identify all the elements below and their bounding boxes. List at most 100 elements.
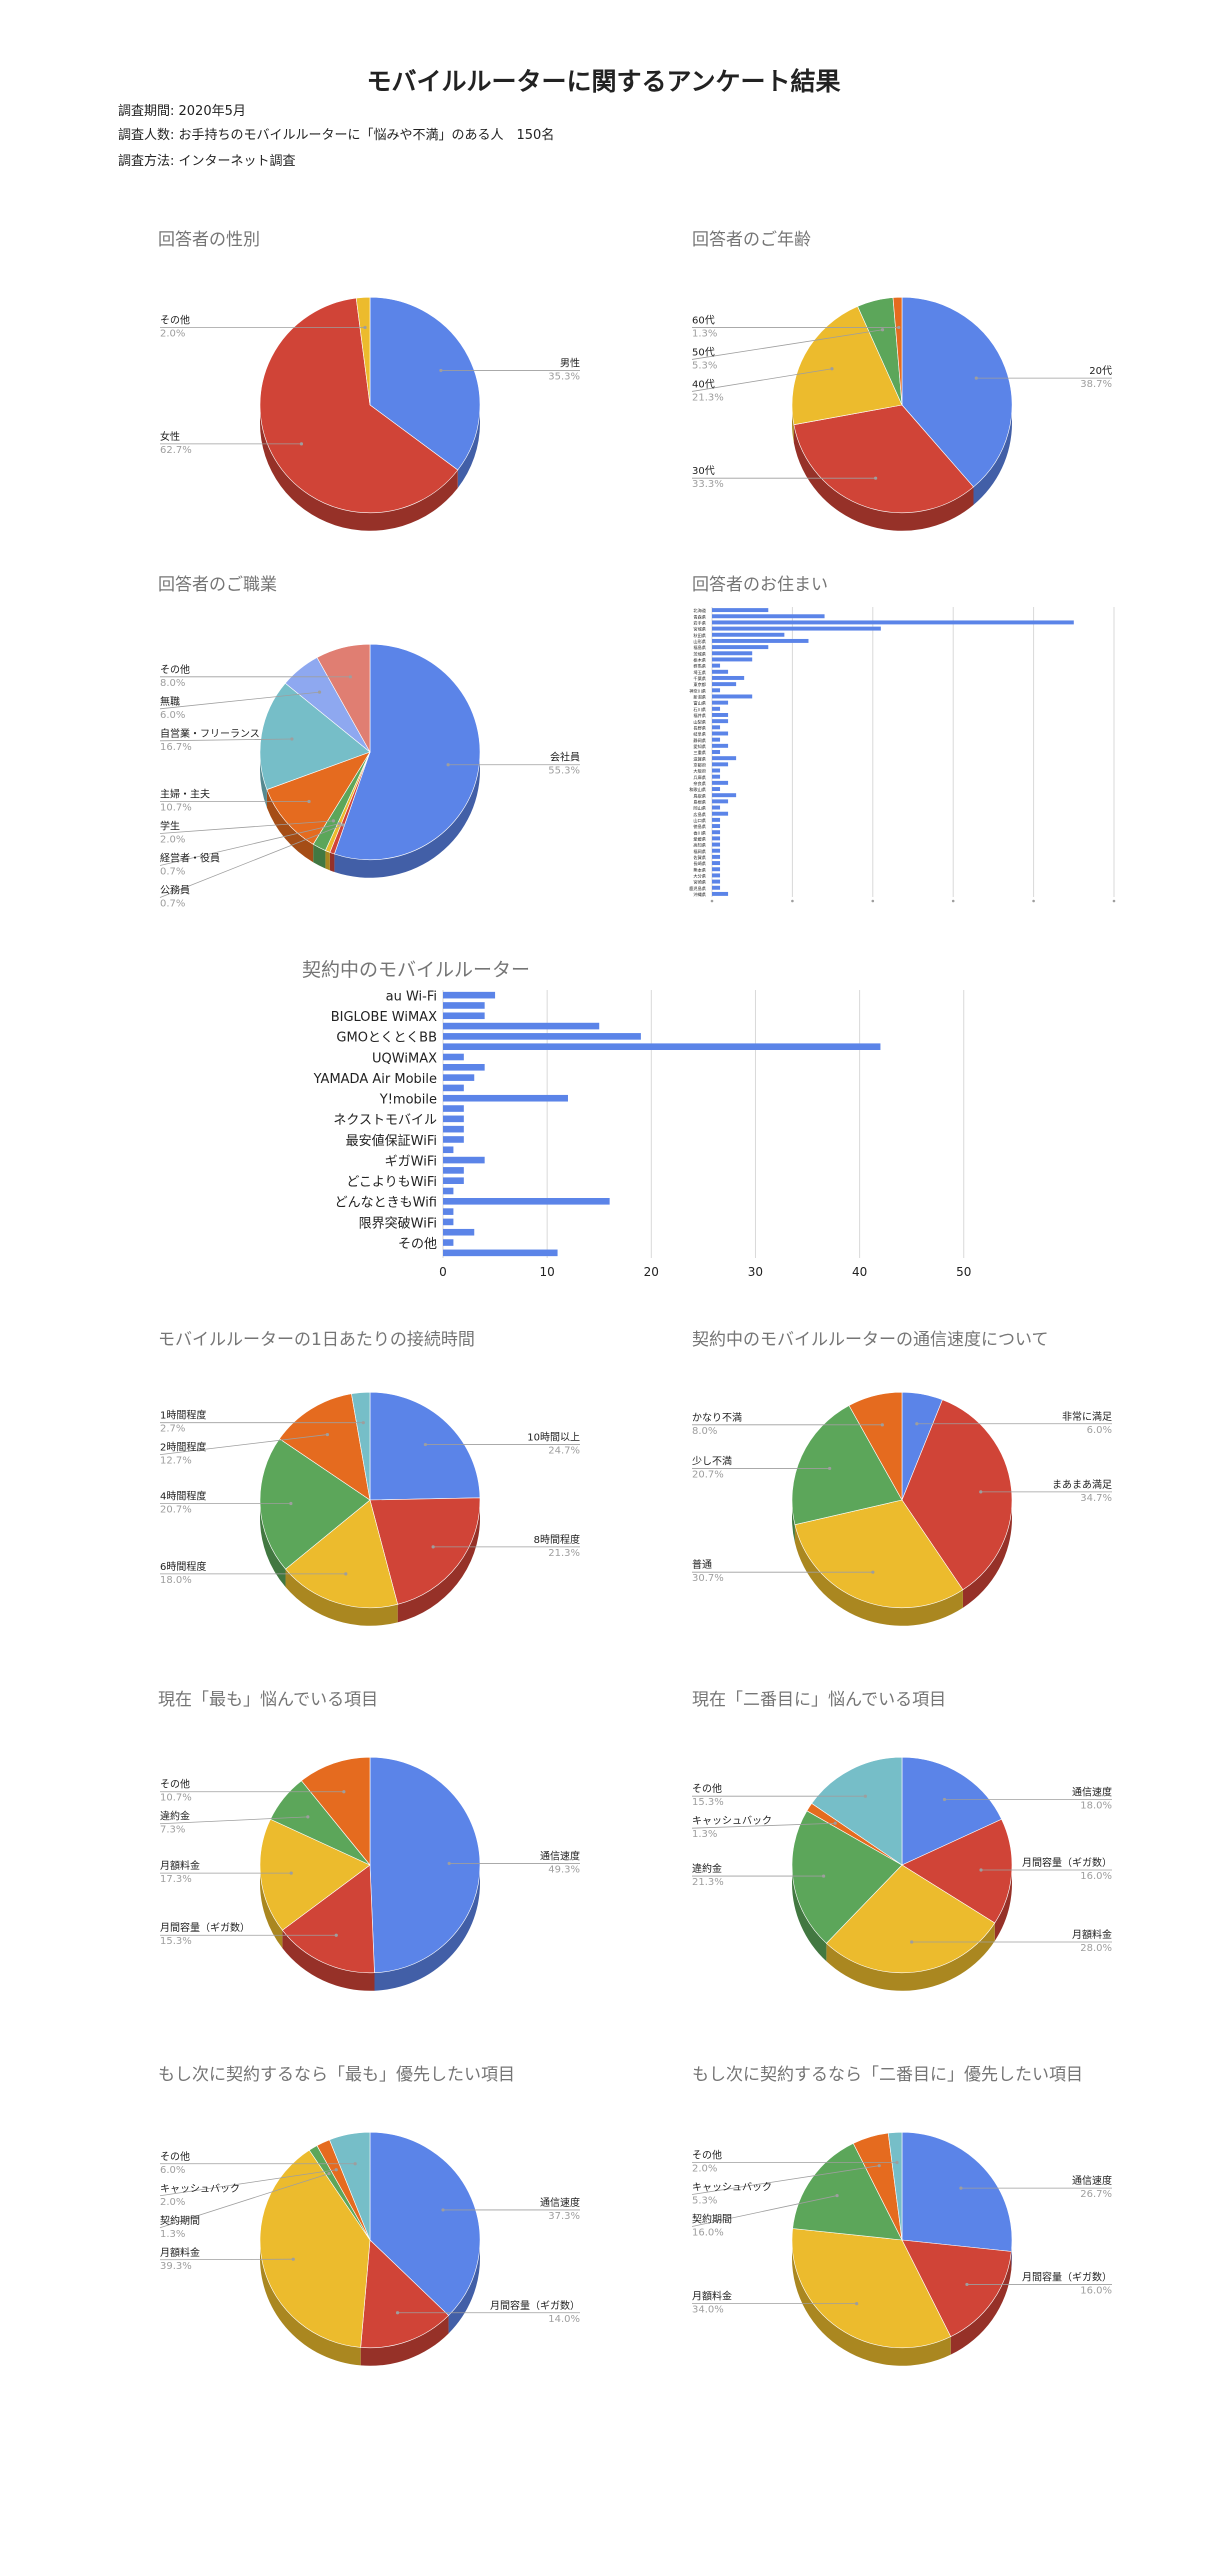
residence-bar	[712, 824, 721, 829]
hours-leader-dot	[289, 1501, 293, 1506]
worry2-chart-title: 現在「二番目に」悩んでいる項目	[692, 1690, 947, 1710]
residence-bar	[712, 817, 721, 822]
router-bar	[443, 1053, 464, 1061]
residence-bar	[712, 614, 825, 619]
speed-leader-dot	[828, 1466, 832, 1471]
page-title: モバイルルーターに関するアンケート結果	[366, 67, 841, 96]
hours-slice-label: 6時間程度	[160, 1560, 206, 1573]
next1-slice	[369, 2131, 481, 2316]
worry2-slice-label: その他	[692, 1782, 722, 1795]
occupation-leader-dot	[337, 822, 342, 826]
router-category-label: どんなときもWifi	[335, 1196, 437, 1211]
router-bar	[443, 991, 496, 999]
worry1-slice-side	[282, 1930, 375, 1991]
residence-bar	[712, 682, 737, 687]
worry2-slice-percent: 28.0%	[1080, 1943, 1112, 1954]
residence-category-label: 東京都	[693, 681, 706, 688]
occupation-slice	[334, 643, 481, 861]
worry1-slice-side	[260, 1865, 283, 1949]
next1-slice-side	[360, 2315, 449, 2366]
residence-category-label: 奈良県	[693, 780, 706, 787]
occupation-slice-label: 自営業・フリーランス	[160, 727, 260, 740]
occupation-leader-line	[159, 691, 320, 710]
occupation-slice-side	[334, 752, 480, 878]
hours-slice	[369, 1391, 481, 1501]
next2-slice-label: キャッシュバック	[692, 2182, 772, 2194]
residence-category-label: 岩手県	[693, 620, 706, 627]
router-category-label: GMOとくとくBB	[336, 1031, 437, 1046]
hours-slice	[279, 1393, 371, 1501]
gender-slice-label: その他	[160, 314, 190, 327]
residence-tick-dot	[951, 899, 955, 903]
residence-bar	[712, 645, 769, 650]
residence-bar	[712, 663, 721, 668]
next2-slice-label: 月額料金	[692, 2290, 732, 2303]
next1-slice-percent: 2.0%	[160, 2197, 185, 2208]
residence-bar	[712, 854, 721, 859]
occupation-slice-percent: 0.7%	[160, 899, 185, 910]
age-slice-side	[973, 405, 1012, 505]
residence-category-label: 栃木県	[693, 657, 706, 664]
next2-leader-dot	[877, 2164, 881, 2168]
age-slice-percent: 33.3%	[692, 479, 724, 490]
worry2-slice	[811, 1756, 903, 1866]
residence-bar	[712, 879, 721, 884]
router-bar-chart: 0 10 20 30 40 50 au Wi-Fi BIGLOBE WiMAX GMOとくとくB…	[313, 990, 972, 1279]
router-bar	[443, 1167, 464, 1174]
age-slice-label: 50代	[692, 346, 715, 358]
hours-slice-percent: 24.7%	[548, 1446, 580, 1457]
occupation-slice-percent: 10.7%	[160, 803, 192, 814]
worry2-leader-dot	[822, 1874, 826, 1878]
occupation-leader-dot	[290, 737, 294, 741]
worry1-slice-percent: 49.3%	[548, 1864, 580, 1875]
router-bar	[443, 1012, 485, 1020]
occupation-leader-dot	[307, 799, 311, 804]
occupation-slice	[266, 751, 371, 845]
age-slice-label: 60代	[692, 314, 715, 326]
speed-slice-label: かなり不満	[692, 1412, 742, 1424]
residence-bar	[712, 750, 721, 754]
gender-slice-percent: 62.7%	[160, 445, 192, 456]
residence-tick-dot	[1032, 899, 1035, 903]
gender-pie: 男性 35.3% その他 2.0% 女性 62.7%	[160, 296, 580, 531]
age-slice-percent: 5.3%	[692, 360, 717, 371]
residence-category-label: 山梨県	[693, 718, 706, 725]
next1-leader-line	[159, 2173, 330, 2229]
residence-category-label: 富山県	[693, 700, 706, 707]
gender-slice-percent: 2.0%	[160, 329, 185, 340]
speed-slice-percent: 30.7%	[692, 1573, 724, 1584]
next2-leader-line	[691, 2195, 838, 2227]
residence-bar	[712, 867, 721, 872]
next2-slice-side	[792, 2240, 951, 2366]
occupation-slice-side	[329, 852, 335, 872]
next2-slice-label: 通信速度	[1072, 2174, 1112, 2187]
occupation-slice-label: 主婦・主夫	[160, 789, 210, 801]
worry2-slice-percent: 16.0%	[1080, 1871, 1112, 1882]
residence-category-label: 岡山県	[693, 805, 706, 812]
router-bar	[443, 1064, 485, 1071]
worry2-slice	[901, 1818, 1013, 1924]
gender-chart-title: 回答者の性別	[158, 230, 260, 250]
speed-slice-percent: 20.7%	[692, 1469, 724, 1480]
age-slice-label: 20代	[1089, 365, 1112, 377]
worry2-leader-dot	[942, 1797, 947, 1802]
age-slice	[793, 404, 974, 514]
next2-leader-dot	[855, 2302, 859, 2306]
worry2-slice-label: 通信速度	[1072, 1785, 1112, 1798]
router-category-label: Y!mobile	[379, 1093, 437, 1108]
residence-category-label: 石川県	[693, 707, 706, 713]
router-bar	[443, 1043, 881, 1050]
worry2-slice	[825, 1864, 996, 1974]
router-category-label: BIGLOBE WiMAX	[331, 1010, 437, 1025]
next1-slice-percent: 14.0%	[548, 2314, 580, 2325]
router-tick-label: 0	[439, 1265, 447, 1279]
occupation-slice-label: その他	[160, 663, 190, 676]
residence-bar	[712, 694, 753, 699]
router-bar	[443, 1074, 475, 1081]
gender-slice-label: 男性	[560, 356, 580, 369]
router-category-label: どこよりもWiFi	[346, 1175, 437, 1190]
router-bar	[443, 1249, 558, 1257]
speed-leader-dot	[871, 1570, 875, 1574]
speed-slice-side	[794, 1524, 963, 1626]
